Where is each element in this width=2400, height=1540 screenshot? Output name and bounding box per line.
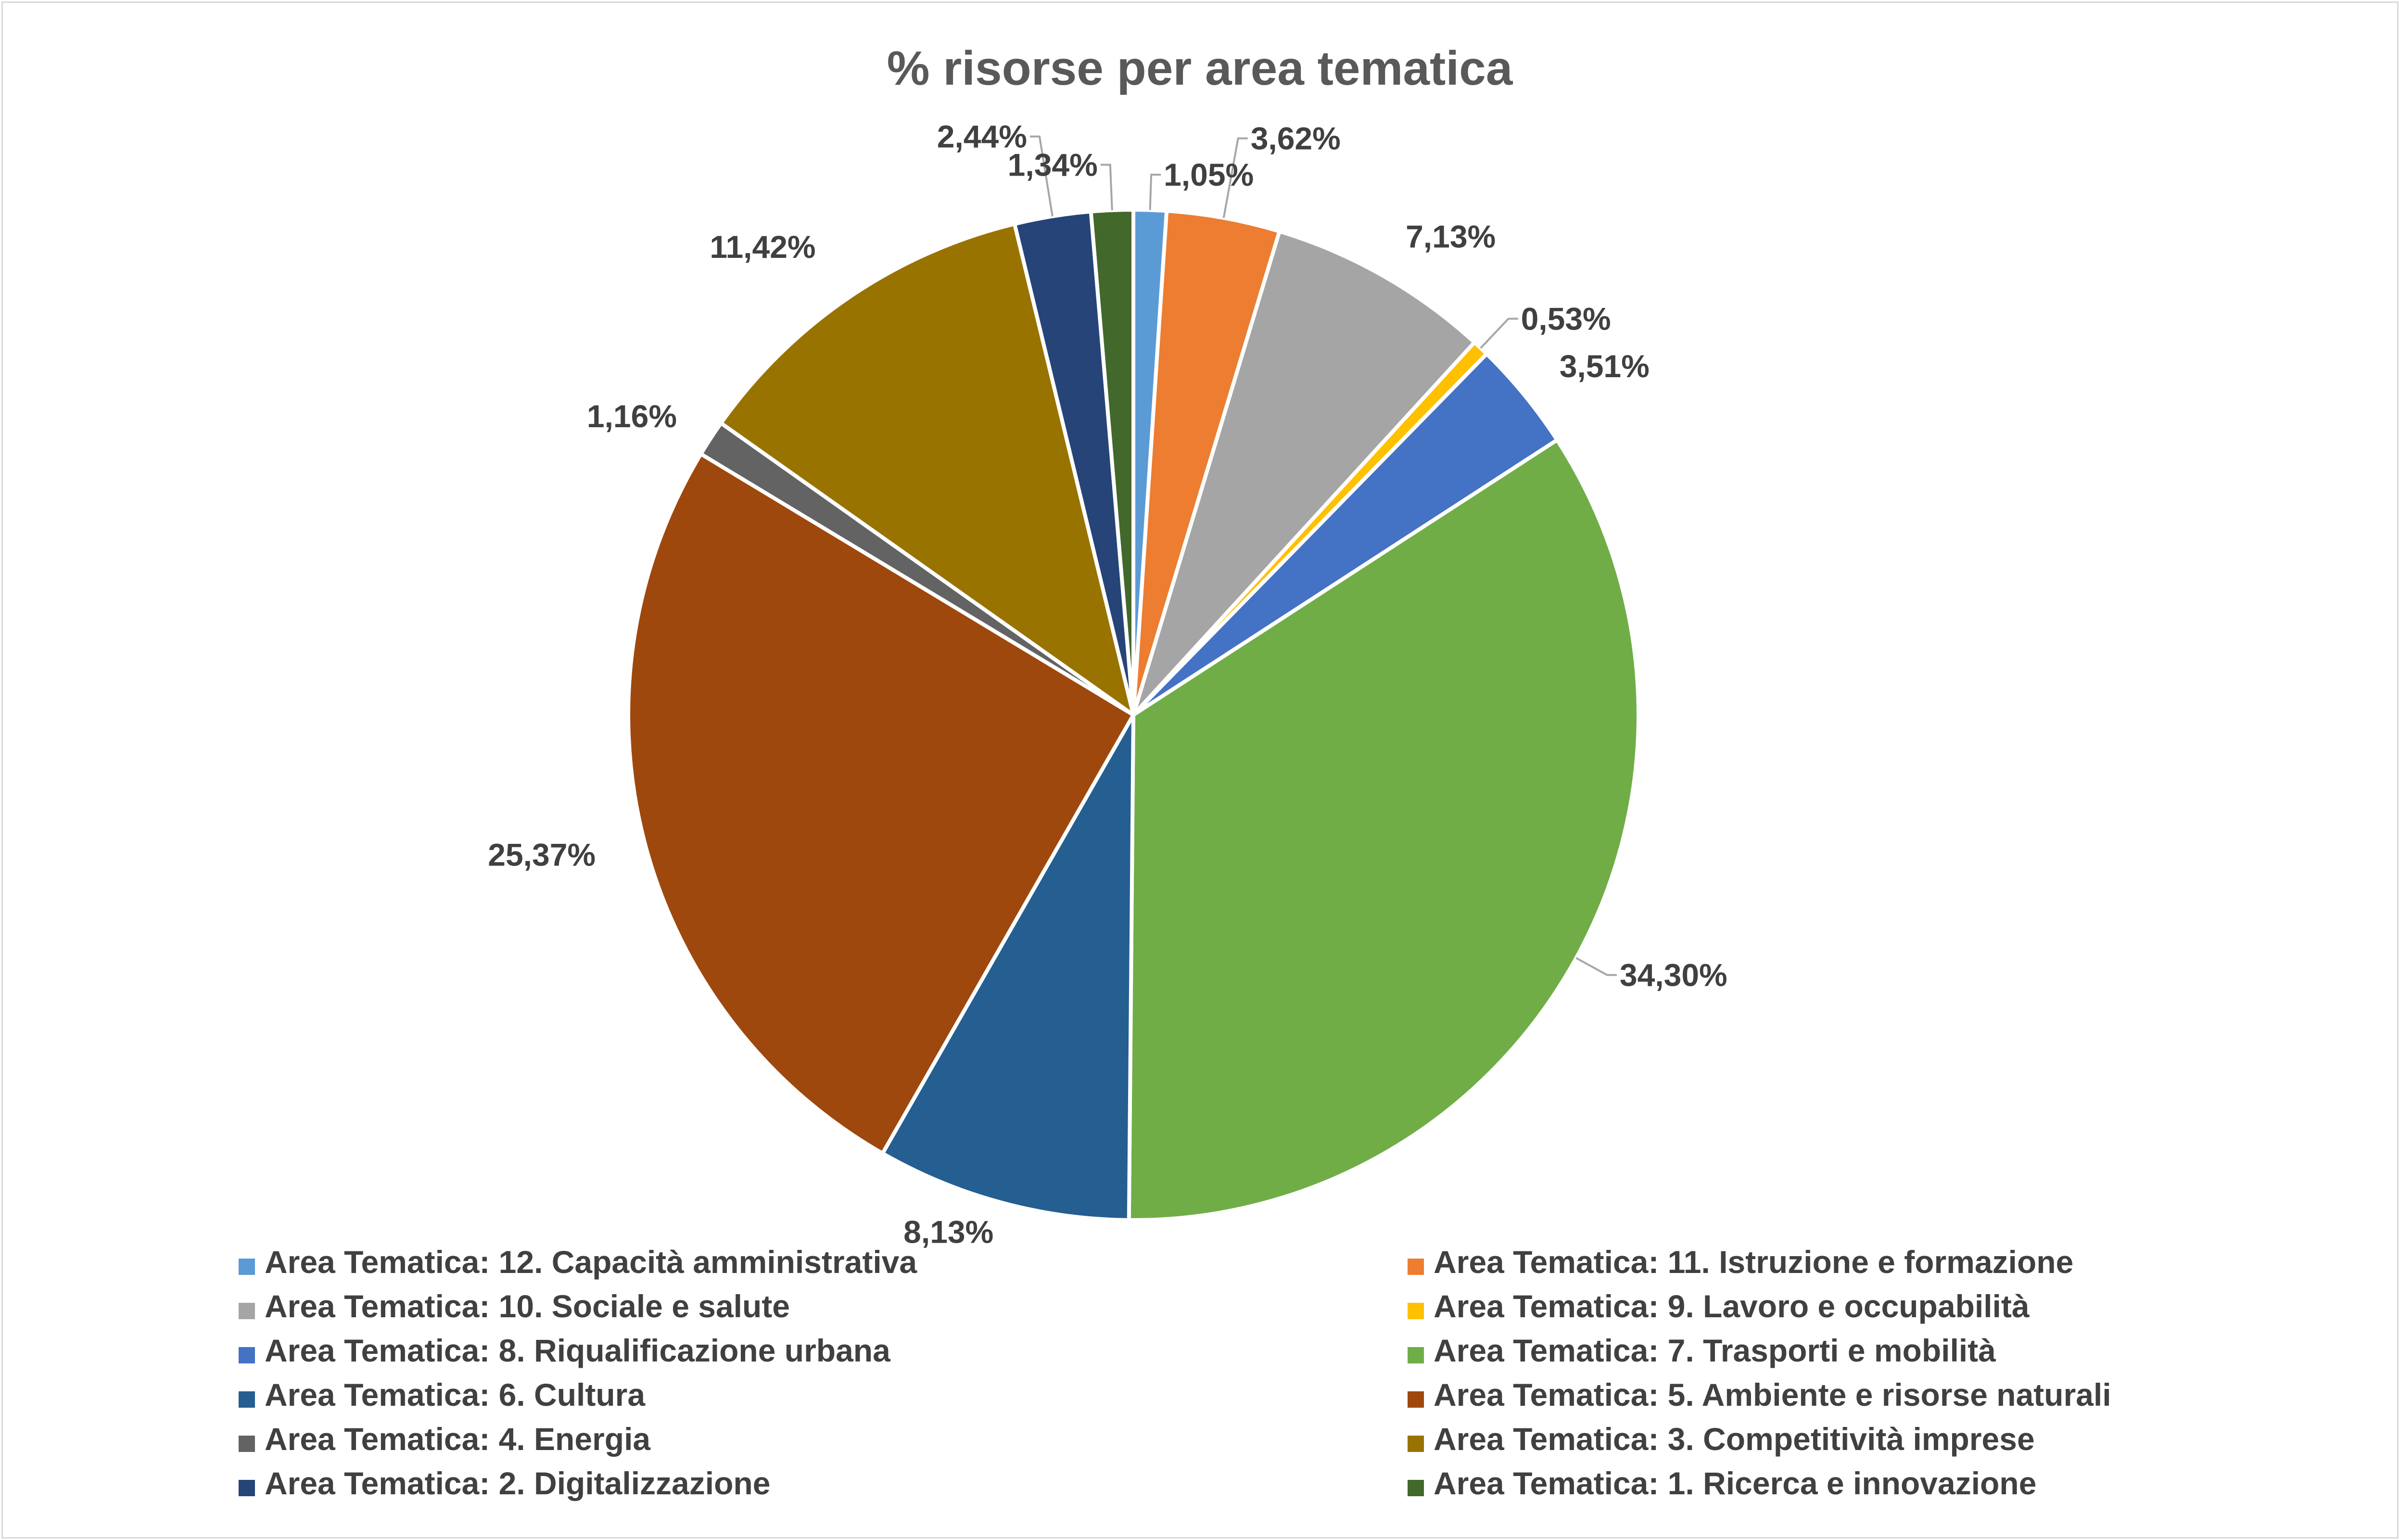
data-label-area-tematica-7-trasporti-e-mobilita: 34,30% — [1620, 957, 1727, 993]
pie-slice-area-tematica-5-ambiente-e-risorse-naturali — [626, 452, 1135, 1156]
legend-swatch — [239, 1303, 255, 1319]
legend-item-area-tematica-1-ricerca-e-innovazione: Area Tematica: 1. Ricerca e innovazione — [1408, 1465, 2036, 1501]
legend-swatch — [239, 1259, 255, 1275]
legend-swatch — [1408, 1391, 1424, 1408]
legend-item-area-tematica-12-capacita-amministrativa: Area Tematica: 12. Capacità amministrati… — [239, 1244, 917, 1280]
legend-swatch — [1408, 1480, 1424, 1496]
legend-item-area-tematica-7-trasporti-e-mobilita: Area Tematica: 7. Trasporti e mobilità — [1408, 1333, 1996, 1368]
legend-swatch — [1408, 1436, 1424, 1452]
leader-line-area-tematica-11-istruzione-e-formazione — [1222, 137, 1248, 218]
legend-label: Area Tematica: 8. Riqualificazione urban… — [265, 1333, 891, 1368]
leader-line-area-tematica-7-trasporti-e-mobilita — [1575, 957, 1617, 976]
data-label-area-tematica-5-ambiente-e-risorse-naturali: 25,37% — [488, 837, 596, 872]
pie-slice-area-tematica-8-riqualificazione-urbana — [1131, 352, 1559, 717]
leader-line-area-tematica-2-digitalizzazione — [1029, 135, 1054, 216]
data-label-area-tematica-6-cultura: 8,13% — [903, 1214, 993, 1249]
data-label-area-tematica-10-sociale-e-salute: 7,13% — [1406, 218, 1496, 254]
pie-slice-area-tematica-3-competitivita-imprese — [719, 222, 1135, 717]
data-label-area-tematica-12-capacita-amministrativa: 1,05% — [1164, 157, 1254, 192]
pie-slices — [626, 207, 1640, 1222]
legend-swatch — [239, 1391, 255, 1408]
data-label-area-tematica-11-istruzione-e-formazione: 3,62% — [1251, 121, 1341, 156]
legend-label: Area Tematica: 10. Sociale e salute — [265, 1288, 790, 1324]
data-label-area-tematica-2-digitalizzazione: 2,44% — [937, 119, 1027, 154]
pie-chart: % risorse per area tematica 1,05%3,62% 7,… — [239, 41, 2111, 1501]
legend-item-area-tematica-11-istruzione-e-formazione: Area Tematica: 11. Istruzione e formazio… — [1408, 1244, 2073, 1280]
legend-item-area-tematica-10-sociale-e-salute: Area Tematica: 10. Sociale e salute — [239, 1288, 790, 1324]
legend-item-area-tematica-6-cultura: Area Tematica: 6. Cultura — [239, 1377, 646, 1413]
legend-label: Area Tematica: 1. Ricerca e innovazione — [1434, 1465, 2036, 1501]
legend-label: Area Tematica: 2. Digitalizzazione — [265, 1465, 770, 1501]
data-label-area-tematica-8-riqualificazione-urbana: 3,51% — [1560, 348, 1650, 384]
chart-title: % risorse per area tematica — [887, 41, 1513, 95]
legend-swatch — [239, 1347, 255, 1363]
legend-swatch — [1408, 1347, 1424, 1363]
legend-swatch — [239, 1436, 255, 1452]
leader-line-area-tematica-12-capacita-amministrativa — [1149, 174, 1161, 210]
data-label-area-tematica-9-lavoro-e-occupabilita: 0,53% — [1521, 301, 1611, 337]
legend-label: Area Tematica: 7. Trasporti e mobilità — [1434, 1333, 1996, 1368]
legend-item-area-tematica-2-digitalizzazione: Area Tematica: 2. Digitalizzazione — [239, 1465, 770, 1501]
legend-item-area-tematica-3-competitivita-imprese: Area Tematica: 3. Competitività imprese — [1408, 1421, 2035, 1457]
legend-item-area-tematica-5-ambiente-e-risorse-naturali: Area Tematica: 5. Ambiente e risorse nat… — [1408, 1377, 2111, 1413]
data-label-area-tematica-3-competitivita-imprese: 11,42% — [710, 229, 815, 265]
legend-label: Area Tematica: 9. Lavoro e occupabilità — [1434, 1288, 2030, 1324]
data-label-area-tematica-4-energia: 1,16% — [587, 398, 677, 434]
legend-label: Area Tematica: 3. Competitività imprese — [1434, 1421, 2035, 1457]
legend-label: Area Tematica: 11. Istruzione e formazio… — [1434, 1244, 2073, 1280]
legend-swatch — [239, 1480, 255, 1496]
leader-line-area-tematica-9-lavoro-e-occupabilita — [1480, 318, 1518, 349]
legend-item-area-tematica-4-energia: Area Tematica: 4. Energia — [239, 1421, 651, 1457]
legend-item-area-tematica-9-lavoro-e-occupabilita: Area Tematica: 9. Lavoro e occupabilità — [1408, 1288, 2030, 1324]
pie-slice-area-tematica-6-cultura — [880, 713, 1135, 1222]
legend-label: Area Tematica: 12. Capacità amministrati… — [265, 1244, 917, 1280]
data-labels: 1,05%3,62% 7,13% 0,53% 3,51% 34,30% 8,13% 25,3… — [488, 119, 1727, 1250]
legend-label: Area Tematica: 5. Ambiente e risorse nat… — [1434, 1377, 2111, 1413]
legend-swatch — [1408, 1259, 1424, 1275]
pie-slice-area-tematica-1-ricerca-e-innovazione — [1089, 207, 1135, 717]
legend: Area Tematica: 12. Capacità amministrati… — [239, 1244, 2111, 1501]
pie-slice-area-tematica-10-sociale-e-salute — [1131, 229, 1477, 717]
leader-lines — [1029, 135, 1617, 976]
legend-item-area-tematica-8-riqualificazione-urbana: Area Tematica: 8. Riqualificazione urban… — [239, 1333, 891, 1368]
legend-label: Area Tematica: 4. Energia — [265, 1421, 651, 1457]
legend-swatch — [1408, 1303, 1424, 1319]
legend-label: Area Tematica: 6. Cultura — [265, 1377, 646, 1413]
data-label-area-tematica-1-ricerca-e-innovazione: 1,34% — [1008, 147, 1098, 183]
leader-line-area-tematica-1-ricerca-e-innovazione — [1100, 164, 1113, 210]
